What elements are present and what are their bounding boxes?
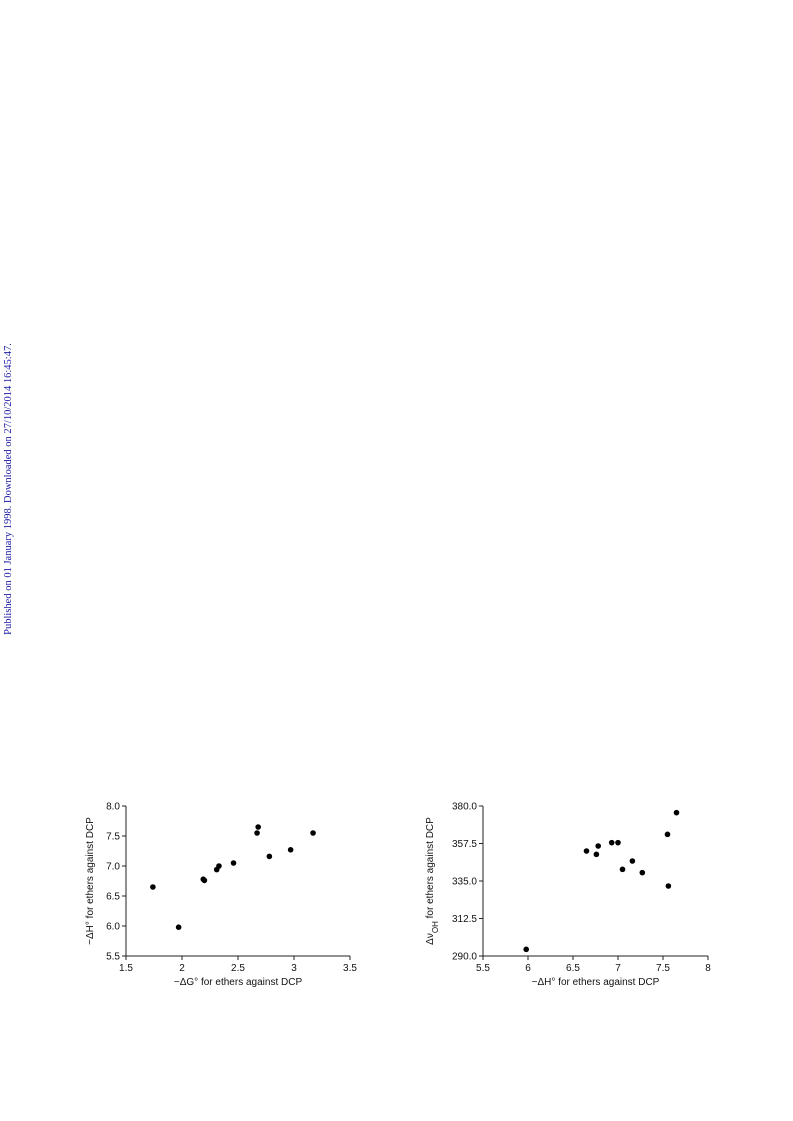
data-point <box>639 869 646 876</box>
y-tick-label: 335.0 <box>452 877 477 888</box>
y-axis-title: ΔνOH for ethers against DCP <box>425 817 440 945</box>
y-tick-label: 357.5 <box>452 839 477 850</box>
x-tick-label: 1.5 <box>119 963 133 974</box>
data-point <box>175 924 182 930</box>
y-tick-label: 6.5 <box>106 892 120 903</box>
x-tick-label: 2 <box>179 963 185 974</box>
data-point <box>619 866 626 873</box>
data-point <box>664 831 671 838</box>
data-point <box>665 883 672 889</box>
x-tick-label: 7.5 <box>656 963 670 974</box>
data-point <box>201 877 208 884</box>
scatter-chart-delta-nu-vs-delta-h: 5.5 6 6.5 7 7.5 8 290.0 312.5 335.0 357.5 380.0 −ΔH… <box>425 802 711 989</box>
x-tick-label: 7 <box>615 963 621 974</box>
scatter-chart-delta-h-vs-delta-g: 1.5 2 2.5 3 3.5 5.5 6.0 6.5 7.0 7.5 8.0 −ΔG° for et… <box>85 802 357 989</box>
data-point <box>583 848 590 854</box>
x-tick-label: 6 <box>525 963 531 974</box>
x-axis-title: −ΔG° for ethers against DCP <box>174 977 303 988</box>
data-point <box>216 863 222 869</box>
y-tick-label: 380.0 <box>452 802 477 813</box>
data-point <box>287 847 294 853</box>
x-tick-label: 6.5 <box>566 963 580 974</box>
y-tick-label: 8.0 <box>106 802 120 813</box>
y-tick-label: 7.5 <box>106 832 120 843</box>
data-point <box>608 839 615 846</box>
y-tick-label: 290.0 <box>452 952 477 963</box>
y-axis-title: −ΔH° for ethers against DCP <box>85 817 96 945</box>
y-tick-label: 7.0 <box>106 862 120 873</box>
x-tick-label: 3.5 <box>343 963 357 974</box>
y-tick-label: 312.5 <box>452 914 477 925</box>
y-tick-label: 6.0 <box>106 922 120 933</box>
data-point <box>230 860 237 866</box>
data-point <box>150 884 156 890</box>
x-tick-label: 3 <box>291 963 297 974</box>
data-point <box>266 853 273 860</box>
data-point <box>629 858 636 864</box>
data-point <box>673 809 680 816</box>
x-tick-label: 2.5 <box>231 963 245 974</box>
x-axis-title: −ΔH° for ethers against DCP <box>532 977 660 988</box>
data-point <box>255 824 261 830</box>
y-axis-title-main: Δν <box>425 933 436 945</box>
download-note: Published on 01 January 1998. Downloaded… <box>3 343 14 635</box>
y-axis-title-sub: OH <box>431 921 440 933</box>
data-point <box>615 839 621 846</box>
x-tick-label: 5.5 <box>476 963 490 974</box>
data-point <box>310 830 316 836</box>
data-point <box>595 843 601 849</box>
y-tick-label: 5.5 <box>106 952 120 963</box>
data-point <box>254 830 260 836</box>
data-point <box>593 851 600 858</box>
y-axis-title-rest: for ethers against DCP <box>425 817 436 921</box>
x-tick-label: 8 <box>705 963 711 974</box>
data-point <box>523 946 529 953</box>
